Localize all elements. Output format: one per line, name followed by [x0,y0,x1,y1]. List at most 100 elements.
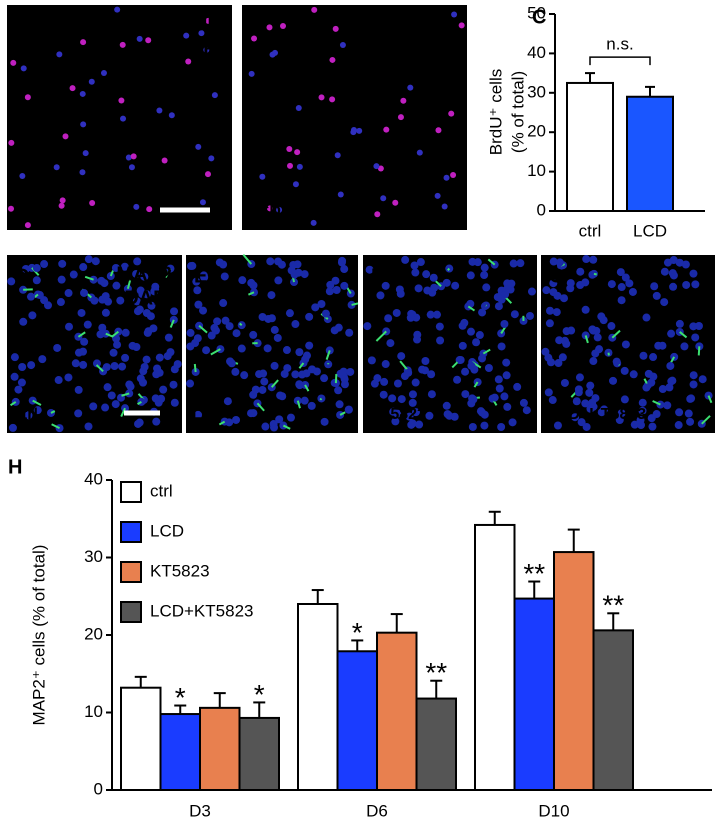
cell [142,355,151,364]
neurite [701,415,711,425]
cell [450,171,457,178]
cell [629,370,638,379]
cell [698,375,707,384]
y-tick-label: 40 [527,43,546,62]
cell [185,58,192,65]
cell [294,268,303,277]
cell [79,263,88,272]
cell [133,257,142,266]
cell [566,279,575,288]
cell [136,35,143,42]
cell [192,277,201,286]
cell [334,386,343,395]
cell [448,110,455,117]
cell [658,385,667,394]
cell [116,296,125,305]
significance-label: ** [602,590,624,621]
cell [261,422,270,431]
cell [146,312,155,321]
cell [98,323,107,332]
cell [321,309,330,318]
cell [648,422,657,431]
cell [458,341,467,350]
bar [199,706,241,791]
cell [56,298,65,307]
cell [275,415,284,424]
bar [376,631,418,791]
bar [159,713,201,791]
cell [401,255,410,264]
cell [620,395,629,404]
cell [258,385,267,394]
cell [317,300,326,309]
cell [80,121,87,128]
cell [26,292,35,301]
cell [560,378,569,387]
cell [113,340,122,349]
panel-letter: A [15,15,29,37]
cell [621,273,630,282]
cell [7,277,16,286]
neurite [164,268,172,278]
legend-label: LCD [150,521,184,540]
cell [101,403,110,412]
cell [458,22,465,29]
cell [549,279,558,288]
cell [586,404,595,413]
cell [140,272,149,281]
cell [665,383,674,392]
cell [84,422,93,431]
cell [295,105,302,112]
error-bar [213,692,226,708]
cell [413,335,422,344]
cell [582,255,591,264]
cell [684,409,693,418]
cell [647,378,656,387]
cell [91,257,100,266]
cell [689,371,698,380]
cell [19,172,26,179]
bar [120,686,162,792]
cell [266,24,273,31]
cell [576,267,585,276]
legend-label: ctrl [150,481,173,500]
cell [475,331,484,340]
cell [152,417,161,426]
cell [145,37,152,44]
cell [388,394,397,403]
cell [151,394,160,403]
cell [263,344,272,353]
cell [555,336,564,345]
cell [468,257,477,266]
cell [79,169,86,176]
cell [397,114,404,121]
cell [88,78,95,85]
cell [542,286,551,295]
cell [57,275,66,284]
cell [220,272,229,281]
y-axis-label: BrdU⁺ cells [486,69,505,155]
cell [681,260,690,269]
cell [522,406,531,415]
cell [500,320,509,329]
cell [586,381,595,390]
cell [202,346,211,355]
cell [139,367,148,376]
y-tick-label: 50 [527,3,546,22]
cell [344,405,353,414]
cell [380,195,387,202]
cell [118,362,127,371]
y-axis-label: MAP2⁺ cells (% of total) [29,545,48,726]
cell [609,376,618,385]
cell [149,324,158,333]
cell [8,423,17,432]
cell [560,294,569,303]
cell [689,380,698,389]
condition-label: ctrl [13,203,38,220]
cell [292,181,299,188]
cell [691,280,700,289]
cell [225,322,234,331]
legend-swatch [120,521,142,543]
cell [607,280,616,289]
cell [213,317,222,326]
